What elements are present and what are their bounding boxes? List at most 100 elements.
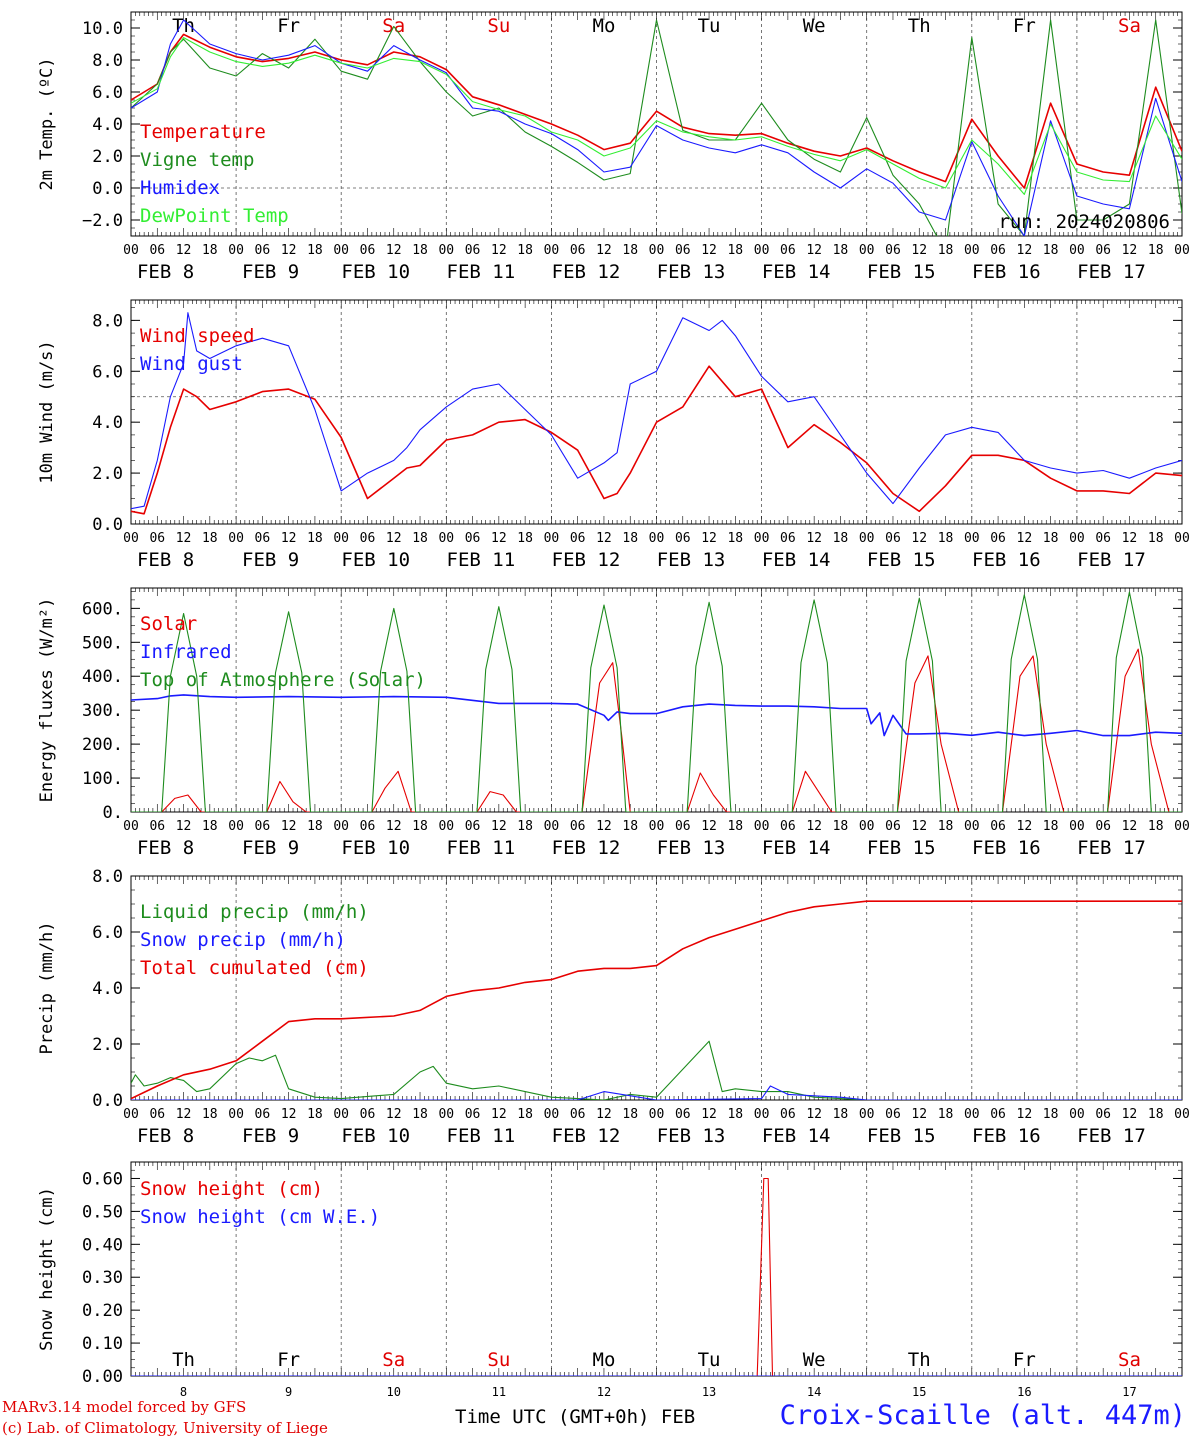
legend-entry: Solar	[140, 613, 197, 635]
hour-tick-label: 18	[727, 243, 743, 258]
series-line-3	[131, 19, 1182, 236]
hour-tick-label: 18	[622, 531, 638, 546]
y-tick-label: 0.0	[92, 1091, 123, 1111]
legend-entry: Snow height (cm W.E.)	[140, 1206, 380, 1228]
series-line-1	[131, 365, 1182, 515]
hour-tick-label: 00	[1174, 531, 1190, 546]
y-tick-label: 300.	[82, 701, 123, 721]
day-label: FEB 17	[1077, 549, 1146, 571]
chart-panel-1: 10.0 8.0 6.0 4.0 2.0 0.0 −2.0 2m Temp. (ºC) 00 06…	[37, 11, 1190, 283]
day-label: FEB 17	[1077, 1125, 1146, 1147]
hour-tick-label: 18	[202, 243, 218, 258]
hour-tick-label: 00	[1069, 1107, 1085, 1122]
hour-tick-label: 12	[806, 819, 822, 834]
hour-tick-label: 18	[1043, 819, 1059, 834]
day-label: FEB 15	[867, 837, 936, 859]
plot-frame	[130, 587, 1183, 813]
chart-panel-3: 600. 500. 400. 300. 200. 100. 0. Energy fluxes …	[37, 587, 1190, 859]
hour-tick-label: 18	[307, 1107, 323, 1122]
hour-tick-label: 06	[149, 1107, 165, 1122]
hour-tick-label: 00	[228, 243, 244, 258]
hour-tick-label: 18	[517, 531, 533, 546]
weekday-label: Th	[908, 1349, 931, 1371]
y-tick-label: 8.0	[92, 867, 123, 887]
hour-tick-label: 00	[333, 819, 349, 834]
series-line-3	[131, 900, 1182, 1100]
hour-tick-label: 18	[938, 531, 954, 546]
hour-tick-label: 06	[675, 531, 691, 546]
hour-tick-label: 00	[649, 243, 665, 258]
series-group	[131, 1177, 1182, 1376]
weekday-label: Tu	[698, 1349, 721, 1371]
y-tick-label: 100.	[82, 769, 123, 789]
y-tick-label: 8.0	[92, 311, 123, 331]
day-label: FEB 17	[1077, 261, 1146, 283]
hour-tick-label: 12	[701, 819, 717, 834]
hour-tick-label: 00	[228, 819, 244, 834]
day-number-label: 17	[1122, 1385, 1136, 1399]
hour-tick-label: 18	[307, 531, 323, 546]
hour-tick-label: 12	[176, 531, 192, 546]
hour-tick-label: 12	[596, 819, 612, 834]
plot-frame	[130, 11, 1183, 237]
hour-tick-label: 00	[1069, 243, 1085, 258]
hour-tick-label: 00	[333, 243, 349, 258]
series-group	[131, 312, 1182, 515]
hour-tick-label: 00	[859, 1107, 875, 1122]
hour-tick-label: 18	[412, 1107, 428, 1122]
legend-entry: Humidex	[140, 177, 220, 199]
chart-panel-4: 8.0 6.0 4.0 2.0 0.0 Precip (mm/h) 00 06 12 18 00 06…	[37, 867, 1190, 1147]
hour-tick-label: 00	[859, 243, 875, 258]
series-line-2	[131, 1085, 1182, 1100]
weekday-label: Sa	[1118, 15, 1141, 37]
hour-tick-label: 12	[806, 243, 822, 258]
hour-tick-label: 18	[307, 243, 323, 258]
hour-tick-label: 06	[675, 819, 691, 834]
hour-tick-label: 12	[1017, 819, 1033, 834]
hour-tick-label: 12	[386, 819, 402, 834]
weekday-label: Tu	[698, 15, 721, 37]
day-label: FEB 14	[762, 549, 831, 571]
hour-tick-label: 00	[438, 531, 454, 546]
hour-tick-label: 06	[149, 819, 165, 834]
day-label: FEB 13	[657, 1125, 726, 1147]
legend-entry: DewPoint Temp	[140, 205, 289, 227]
weekday-label: Fr	[277, 15, 300, 37]
day-label: FEB 13	[657, 837, 726, 859]
legend-entry: Wind gust	[140, 353, 243, 375]
hour-tick-label: 18	[1043, 531, 1059, 546]
y-axis-label: 10m Wind (m/s)	[37, 340, 57, 483]
hour-tick-label: 00	[964, 1107, 980, 1122]
series-line-1	[131, 648, 1182, 812]
day-label: FEB 12	[552, 837, 621, 859]
plot-frame	[130, 299, 1183, 525]
hour-tick-label: 00	[544, 1107, 560, 1122]
hour-tick-label: 18	[938, 1107, 954, 1122]
weekday-label: Sa	[382, 1349, 405, 1371]
hour-tick-label: 12	[176, 819, 192, 834]
hour-tick-label: 18	[1043, 243, 1059, 258]
hour-tick-label: 06	[465, 243, 481, 258]
y-tick-label: 2.0	[92, 147, 123, 167]
series-line-2	[131, 19, 1182, 236]
day-number-label: 13	[702, 1385, 716, 1399]
day-label: FEB 12	[552, 549, 621, 571]
weekday-label: Mo	[593, 15, 616, 37]
hour-tick-label: 18	[517, 819, 533, 834]
hour-tick-label: 06	[360, 819, 376, 834]
hour-tick-label: 12	[1017, 531, 1033, 546]
hour-tick-label: 12	[1122, 243, 1138, 258]
hour-tick-label: 06	[360, 531, 376, 546]
day-number-label: 12	[597, 1385, 611, 1399]
legend-entry: Vigne temp	[140, 149, 254, 171]
weekday-label: Su	[487, 15, 510, 37]
hour-tick-label: 00	[964, 243, 980, 258]
hour-tick-label: 18	[727, 531, 743, 546]
hour-tick-label: 06	[149, 243, 165, 258]
hour-tick-label: 00	[1069, 819, 1085, 834]
time-axis-label: Time UTC (GMT+0h) FEB	[455, 1406, 696, 1428]
day-label: FEB 14	[762, 837, 831, 859]
day-label: FEB 12	[552, 261, 621, 283]
hour-tick-label: 06	[990, 819, 1006, 834]
hour-tick-label: 00	[754, 1107, 770, 1122]
